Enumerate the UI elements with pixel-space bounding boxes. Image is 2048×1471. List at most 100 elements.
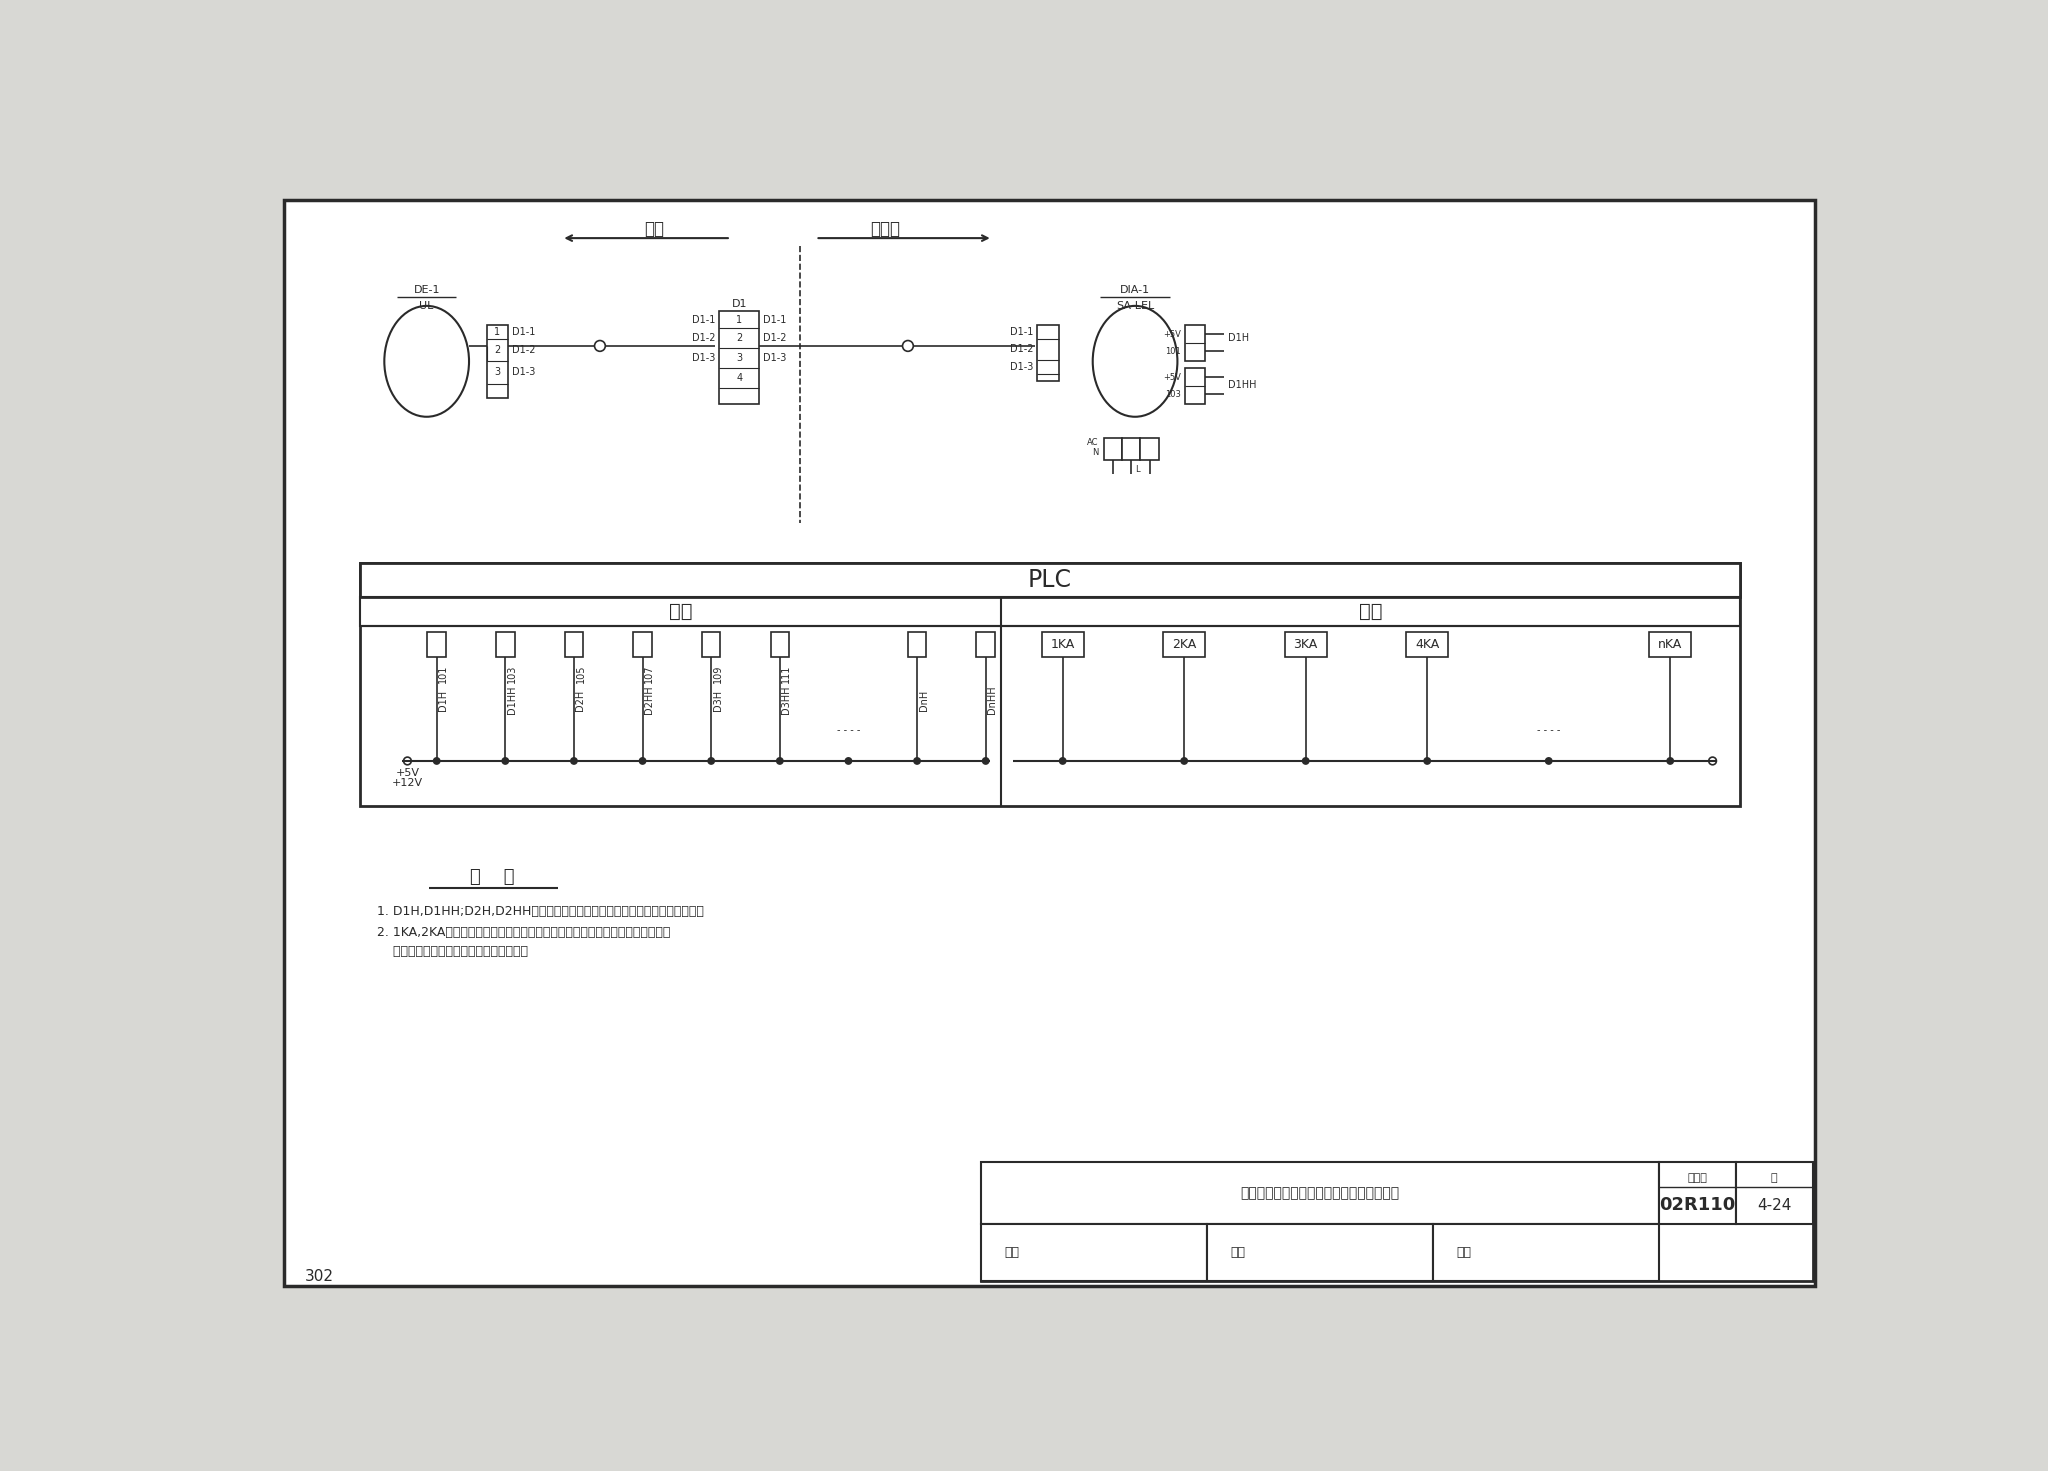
Ellipse shape [385,306,469,416]
Bar [977,633,995,658]
Bar [1141,438,1159,460]
Text: 图集号: 图集号 [1688,1172,1708,1183]
Text: 107: 107 [645,665,653,683]
Text: DnH: DnH [920,690,928,710]
Circle shape [1546,758,1552,763]
Bar [565,633,584,658]
Text: D1-1: D1-1 [764,315,786,325]
Text: 页: 页 [1772,1172,1778,1183]
Circle shape [571,758,578,763]
Text: D1-2: D1-2 [692,334,715,343]
Text: D3H: D3H [713,690,723,710]
Bar [1735,1162,1812,1224]
Text: 仪表盘: 仪表盘 [870,219,899,238]
Text: 103: 103 [1165,390,1182,399]
Text: D3HH: D3HH [782,685,791,715]
Text: 现场: 现场 [643,219,664,238]
Text: 02R110: 02R110 [1659,1196,1735,1214]
Text: - - - -: - - - - [1538,725,1561,736]
Text: 4: 4 [735,374,741,384]
Bar [702,633,721,658]
Bar [1434,1224,1659,1281]
Text: 101: 101 [438,665,449,683]
Bar [981,1162,1812,1281]
Text: 1: 1 [735,315,741,325]
Text: D1HH: D1HH [1229,380,1257,390]
Text: L: L [1135,465,1139,474]
Text: 校对: 校对 [1231,1246,1245,1259]
Text: D1-3: D1-3 [764,353,786,363]
Text: D1H: D1H [438,690,449,710]
Text: D1-1: D1-1 [512,327,535,337]
Text: D1: D1 [731,299,748,309]
Text: +5V: +5V [395,768,420,778]
Bar [360,563,1739,806]
Bar [1284,633,1327,658]
Text: 3: 3 [494,368,500,378]
Circle shape [903,340,913,352]
Text: AC: AC [1087,438,1100,447]
Text: 103: 103 [506,665,516,683]
Bar [770,633,788,658]
Bar [428,633,446,658]
Text: DnHH: DnHH [987,685,997,715]
Text: 审核: 审核 [1004,1246,1020,1259]
Bar [496,633,514,658]
Text: 302: 302 [305,1269,334,1284]
Text: 设计: 设计 [1456,1246,1470,1259]
Text: D1HH: D1HH [506,685,516,715]
Text: +5V: +5V [1163,330,1182,338]
Circle shape [1708,758,1716,765]
Text: 1. D1H,D1HH;D2H,D2HH等为可燃气泄漏浓度检测报警仪高限、高高限触点。: 1. D1H,D1HH;D2H,D2HH等为可燃气泄漏浓度检测报警仪高限、高高限… [377,905,705,918]
Text: 输出: 输出 [1358,602,1382,621]
Text: N: N [1092,447,1100,456]
Text: D1-1: D1-1 [1010,327,1034,337]
Text: D1-2: D1-2 [1010,344,1034,355]
Bar [981,1224,1206,1281]
Bar [1206,1224,1434,1281]
Circle shape [403,758,412,765]
Bar [907,633,926,658]
Circle shape [1423,758,1430,763]
Bar [1649,633,1692,658]
Text: SA-LEL: SA-LEL [1116,302,1155,310]
Text: UL: UL [420,302,434,310]
Circle shape [594,340,606,352]
Bar [719,312,760,403]
Bar [1186,325,1204,360]
Circle shape [639,758,645,763]
Bar [360,563,1739,597]
Bar [1163,633,1206,658]
Bar [981,1162,1659,1224]
Circle shape [776,758,782,763]
Circle shape [1303,758,1309,763]
Circle shape [709,758,715,763]
Text: nKA: nKA [1659,638,1681,652]
Circle shape [502,758,508,763]
Circle shape [983,758,989,763]
Text: +5V: +5V [1163,374,1182,382]
Text: 输入: 输入 [668,602,692,621]
Text: 1KA: 1KA [1051,638,1075,652]
Circle shape [913,758,920,763]
Text: DIA-1: DIA-1 [1120,285,1151,296]
Text: D1-3: D1-3 [1010,362,1034,372]
Circle shape [1182,758,1188,763]
Text: 4KA: 4KA [1415,638,1440,652]
Circle shape [434,758,440,763]
Bar [1104,438,1122,460]
Bar [1036,325,1059,381]
Text: 111: 111 [782,665,791,683]
Text: D1-3: D1-3 [692,353,715,363]
Text: D2H: D2H [575,690,586,710]
Bar [360,597,1739,627]
Bar [1042,633,1083,658]
Text: 3: 3 [735,353,741,363]
Text: - - - -: - - - - [838,725,860,736]
Text: D1H: D1H [1229,334,1249,343]
Text: 2: 2 [735,334,743,343]
Text: 燃气总管上的快速切断阀的中间继电器。: 燃气总管上的快速切断阀的中间继电器。 [377,944,528,958]
Text: D1-1: D1-1 [692,315,715,325]
Bar [487,325,508,399]
Text: DE-1: DE-1 [414,285,440,296]
